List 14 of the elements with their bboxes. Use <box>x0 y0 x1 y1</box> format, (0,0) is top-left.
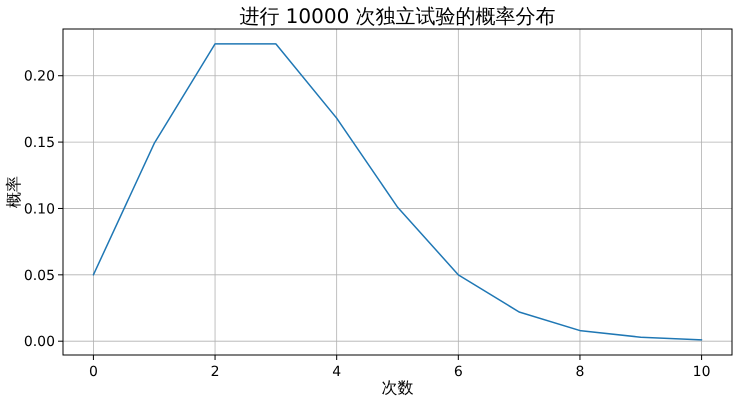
x-tick-label: 4 <box>332 364 342 380</box>
x-tick-label: 8 <box>575 364 584 380</box>
y-tick-label: 0.10 <box>24 201 55 218</box>
chart-title: 进行 10000 次独立试验的概率分布 <box>239 4 556 28</box>
y-tick-label: 0.00 <box>24 334 55 350</box>
x-tick-label: 6 <box>454 364 463 380</box>
y-tick-label: 0.15 <box>24 135 55 152</box>
x-axis-title: 次数 <box>382 378 414 397</box>
x-tick-label: 0 <box>88 364 98 380</box>
y-axis-title: 概率 <box>4 176 23 208</box>
x-tick-label: 10 <box>692 364 711 380</box>
y-tick-label: 0.05 <box>24 268 55 284</box>
y-tick-label: 0.20 <box>24 68 55 85</box>
x-tick-label: 2 <box>210 364 220 380</box>
